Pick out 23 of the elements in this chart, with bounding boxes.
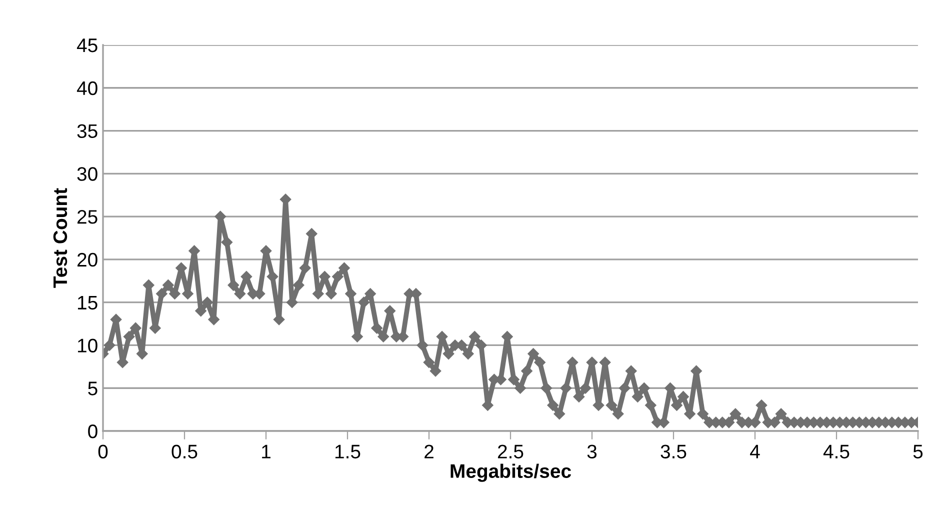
y-axis-title: Test Count — [53, 188, 68, 288]
y-tick-label: 10 — [78, 338, 98, 352]
x-tick-label: 2 — [424, 444, 434, 458]
y-tick-label: 0 — [88, 424, 98, 438]
y-tick-label: 40 — [76, 81, 98, 96]
y-tick-label: 45 — [76, 38, 98, 52]
y-tick-label: 5 — [88, 382, 98, 396]
y-tick-label: 15 — [78, 296, 98, 310]
y-tick-label: 20 — [77, 252, 98, 267]
x-tick-label: 0 — [98, 444, 108, 458]
x-axis-title: Megabits/sec — [450, 464, 571, 482]
x-tick-label: 1 — [262, 444, 270, 458]
y-tick-label: 35 — [77, 124, 98, 138]
x-tick-label: 0.5 — [172, 444, 198, 458]
y-tick-label: 25 — [77, 210, 98, 224]
x-tick-label: 5 — [913, 444, 923, 458]
x-tick-label: 3.5 — [660, 444, 686, 458]
y-tick-label: 30 — [77, 167, 98, 181]
x-tick-label: 4 — [750, 444, 760, 458]
x-tick-label: 1.5 — [335, 444, 360, 458]
x-tick-label: 3 — [587, 444, 597, 458]
x-tick-label: 2.5 — [498, 444, 524, 458]
x-tick-label: 4.5 — [823, 444, 850, 458]
